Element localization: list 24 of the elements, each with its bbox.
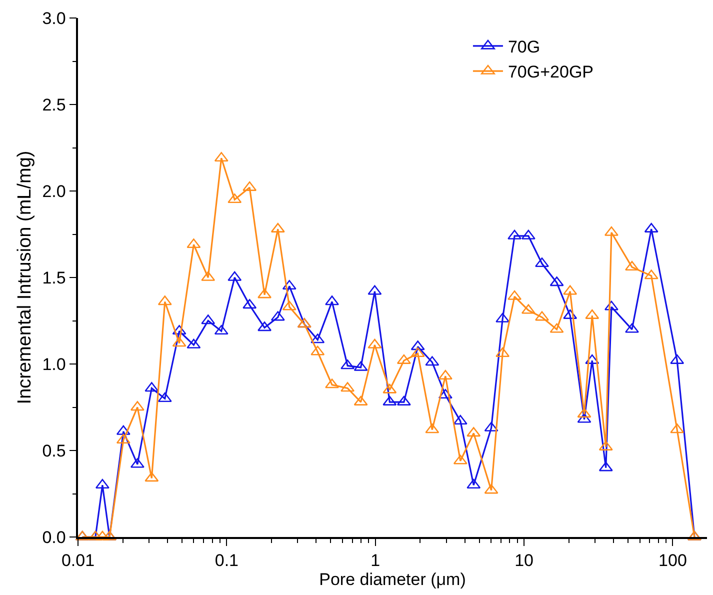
- y-tick-label: 3.0: [42, 8, 66, 28]
- point: [186, 238, 201, 248]
- x-axis-title: Pore diameter (μm): [319, 570, 466, 590]
- point: [116, 434, 130, 444]
- x-tick-label: 10: [514, 551, 534, 570]
- x-tick-label: 0.1: [214, 551, 238, 570]
- x-tick-label: 0.01: [61, 551, 95, 570]
- y-tick-label: 0.0: [42, 528, 66, 547]
- x-tick-label: 1: [370, 551, 380, 570]
- point: [214, 324, 228, 335]
- point: [172, 324, 186, 335]
- y-axis-title: Incremental Intrusion (mL/mg): [14, 150, 36, 404]
- point: [410, 347, 425, 358]
- point: [438, 370, 452, 380]
- x-tick-label: 100: [658, 551, 687, 570]
- point: [438, 388, 452, 399]
- point: [214, 152, 228, 162]
- y-tick-label: 1.5: [42, 268, 66, 288]
- y-tick-label: 2.0: [42, 182, 66, 201]
- legend-label: 70G: [508, 38, 540, 57]
- legend-label: 70G+20GP: [508, 62, 594, 82]
- y-tick-label: 2.5: [42, 95, 66, 114]
- y-tick-label: 1.0: [42, 354, 66, 374]
- y-tick-label: 0.5: [42, 441, 66, 460]
